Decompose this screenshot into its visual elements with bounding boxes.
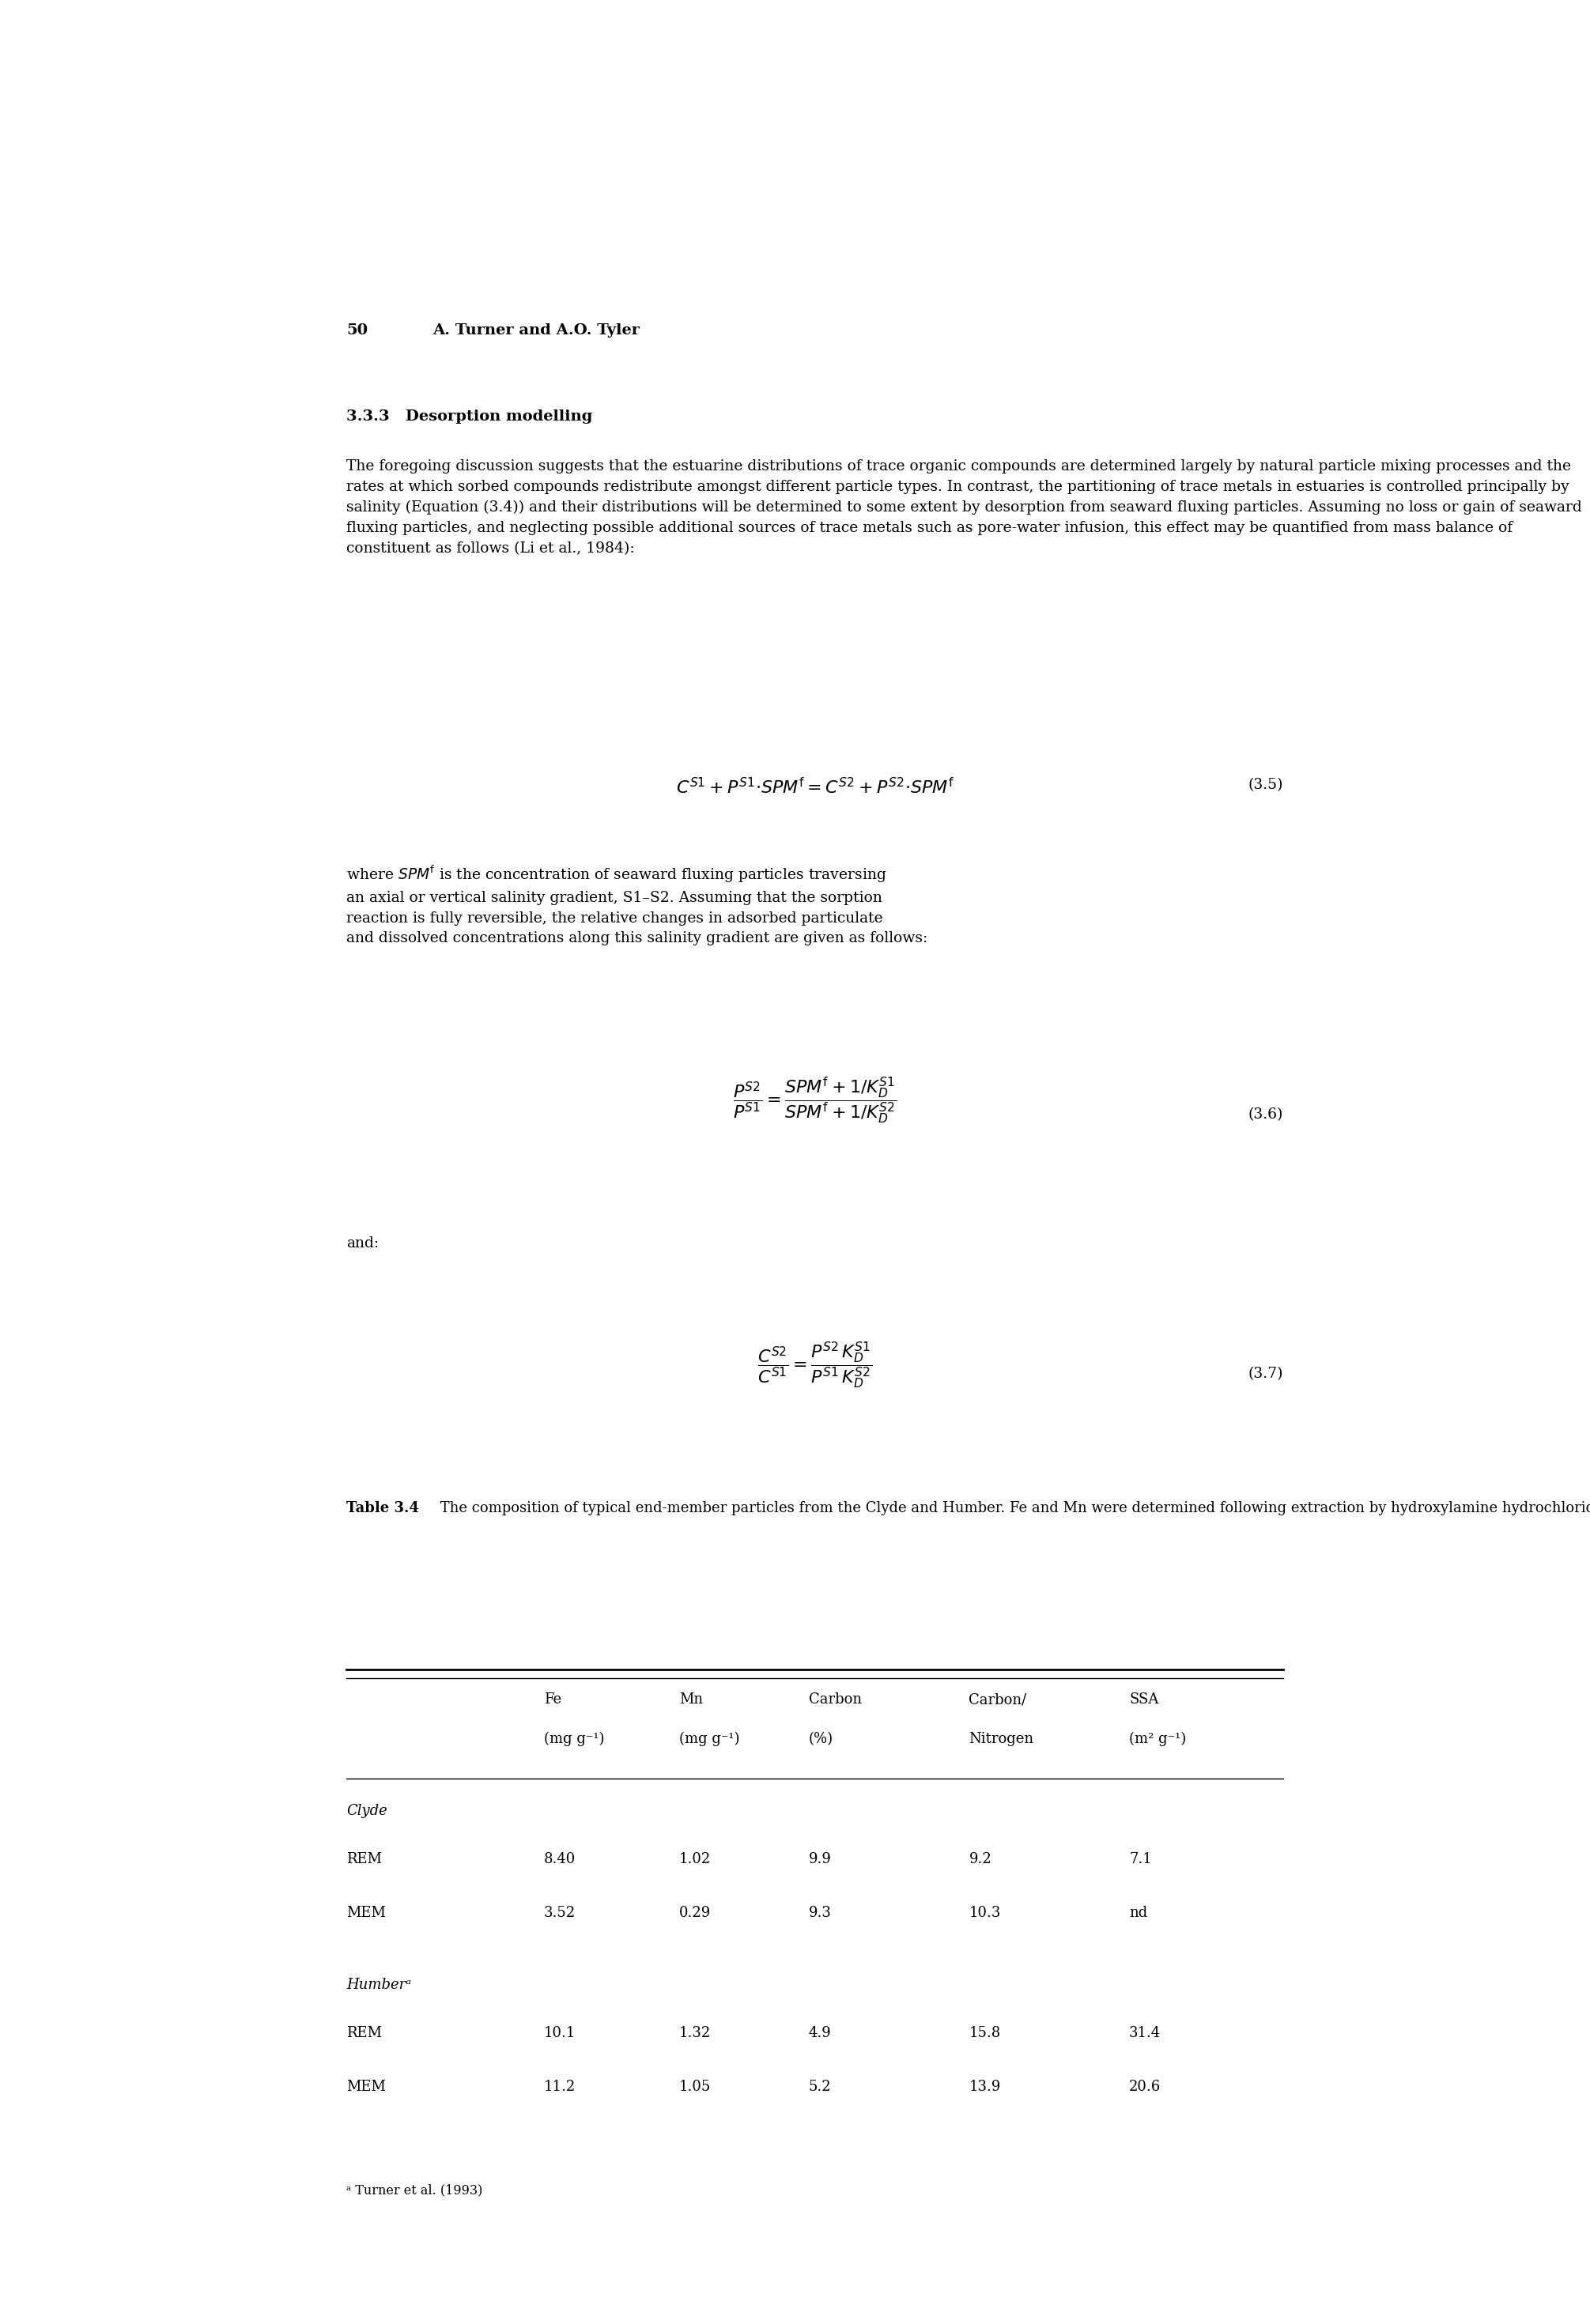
Text: where $\mathit{SPM}^{\mathrm{f}}$ is the concentration of seaward fluxing partic: where $\mathit{SPM}^{\mathrm{f}}$ is the… [347,865,929,946]
Text: 31.4: 31.4 [1129,2027,1161,2040]
Text: The composition of typical end-member particles from the Clyde and Humber. Fe an: The composition of typical end-member pa… [436,1501,1590,1515]
Text: Humberᵃ: Humberᵃ [347,1978,412,1992]
Text: 3.52: 3.52 [544,1906,576,1920]
Text: SSA: SSA [1129,1692,1159,1706]
Text: $\dfrac{C^{S2}}{C^{S1}} = \dfrac{P^{S2}\,K_D^{S1}}{P^{S1}\,K_D^{S2}}$: $\dfrac{C^{S2}}{C^{S1}} = \dfrac{P^{S2}\… [757,1341,873,1390]
Text: and:: and: [347,1236,378,1250]
Text: 20.6: 20.6 [1129,2080,1161,2094]
Text: $C^{S1} + P^{S1}{\cdot}SPM^{\mathrm{f}} = C^{S2} + P^{S2}{\cdot}SPM^{\mathrm{f}}: $C^{S1} + P^{S1}{\cdot}SPM^{\mathrm{f}} … [676,779,954,797]
Text: 3.3.3   Desorption modelling: 3.3.3 Desorption modelling [347,409,593,423]
Text: Mn: Mn [679,1692,703,1706]
Text: Nitrogen: Nitrogen [968,1731,1034,1745]
Text: 11.2: 11.2 [544,2080,576,2094]
Text: MEM: MEM [347,1906,386,1920]
Text: $\dfrac{P^{S2}}{P^{S1}} = \dfrac{SPM^{\mathrm{f}} + 1/K_D^{S1}}{SPM^{\mathrm{f}}: $\dfrac{P^{S2}}{P^{S1}} = \dfrac{SPM^{\m… [733,1076,897,1125]
Text: 1.05: 1.05 [679,2080,711,2094]
Text: 1.32: 1.32 [679,2027,711,2040]
Text: Table 3.4: Table 3.4 [347,1501,420,1515]
Text: 9.2: 9.2 [968,1852,992,1866]
Text: 9.3: 9.3 [809,1906,832,1920]
Text: (mg g⁻¹): (mg g⁻¹) [544,1731,604,1745]
Text: Fe: Fe [544,1692,561,1706]
Text: Clyde: Clyde [347,1803,388,1817]
Text: 10.3: 10.3 [968,1906,1000,1920]
Text: 5.2: 5.2 [809,2080,832,2094]
Text: Carbon/: Carbon/ [968,1692,1027,1706]
Text: (3.7): (3.7) [1248,1367,1283,1380]
Text: Carbon: Carbon [809,1692,862,1706]
Text: The foregoing discussion suggests that the estuarine distributions of trace orga: The foregoing discussion suggests that t… [347,460,1582,555]
Text: nd: nd [1129,1906,1148,1920]
Text: (%): (%) [809,1731,833,1745]
Text: REM: REM [347,1852,382,1866]
Text: 7.1: 7.1 [1129,1852,1151,1866]
Text: 0.29: 0.29 [679,1906,711,1920]
Text: 1.02: 1.02 [679,1852,711,1866]
Text: (m² g⁻¹): (m² g⁻¹) [1129,1731,1186,1745]
Text: 15.8: 15.8 [968,2027,1000,2040]
Text: REM: REM [347,2027,382,2040]
Text: 4.9: 4.9 [809,2027,832,2040]
Text: 8.40: 8.40 [544,1852,576,1866]
Text: (3.5): (3.5) [1248,779,1283,792]
Text: A. Turner and A.O. Tyler: A. Turner and A.O. Tyler [432,323,641,337]
Text: 10.1: 10.1 [544,2027,576,2040]
Text: 50: 50 [347,323,367,337]
Text: (3.6): (3.6) [1248,1109,1283,1122]
Text: (mg g⁻¹): (mg g⁻¹) [679,1731,739,1745]
Text: MEM: MEM [347,2080,386,2094]
Text: 9.9: 9.9 [809,1852,832,1866]
Text: ᵃ Turner et al. (1993): ᵃ Turner et al. (1993) [347,2185,483,2196]
Text: 13.9: 13.9 [968,2080,1000,2094]
